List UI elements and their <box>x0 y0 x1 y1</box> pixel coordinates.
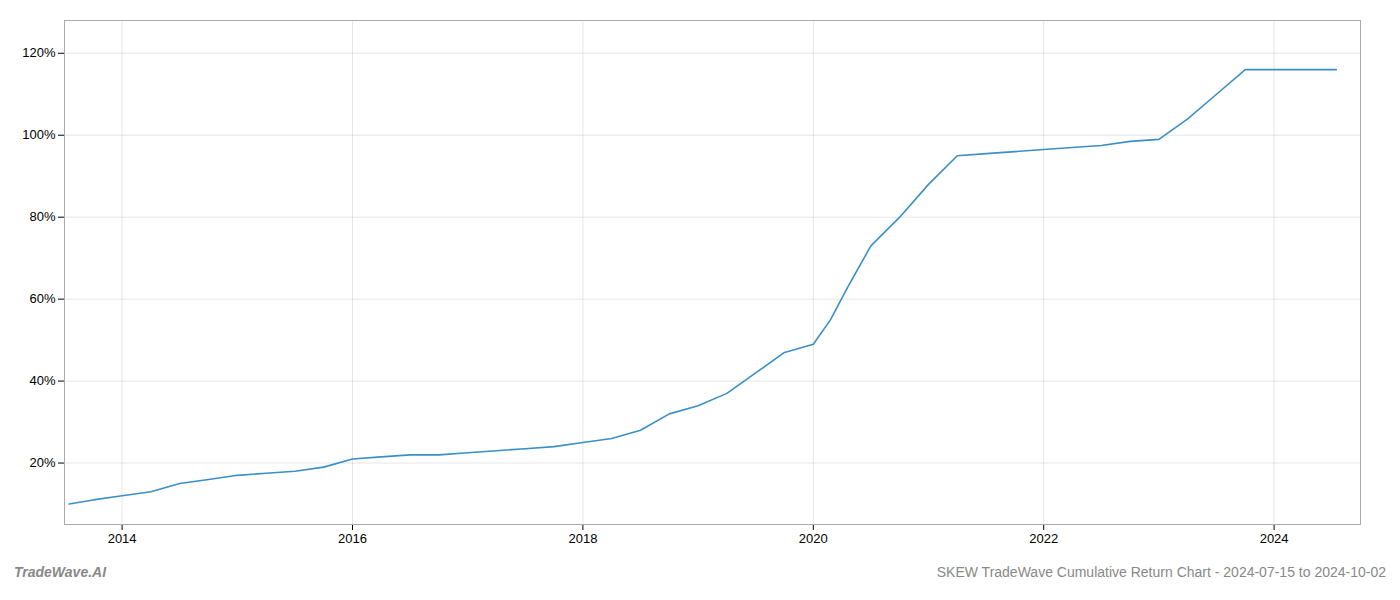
svg-text:100%: 100% <box>22 127 56 142</box>
svg-text:2022: 2022 <box>1029 531 1058 546</box>
svg-text:60%: 60% <box>29 291 55 306</box>
svg-text:40%: 40% <box>29 373 55 388</box>
svg-text:120%: 120% <box>22 45 56 60</box>
svg-text:2020: 2020 <box>799 531 828 546</box>
html-text:SKEW TradeWave Cumulative Retu: SKEW TradeWave Cumulative Return Chart -… <box>936 564 1386 580</box>
svg-text:2016: 2016 <box>338 531 367 546</box>
svg-text:2014: 2014 <box>108 531 137 546</box>
html-text:TradeWave.AI: TradeWave.AI <box>14 564 107 580</box>
svg-text:2018: 2018 <box>568 531 597 546</box>
svg-text:2024: 2024 <box>1260 531 1289 546</box>
svg-text:20%: 20% <box>29 455 55 470</box>
svg-text:80%: 80% <box>29 209 55 224</box>
